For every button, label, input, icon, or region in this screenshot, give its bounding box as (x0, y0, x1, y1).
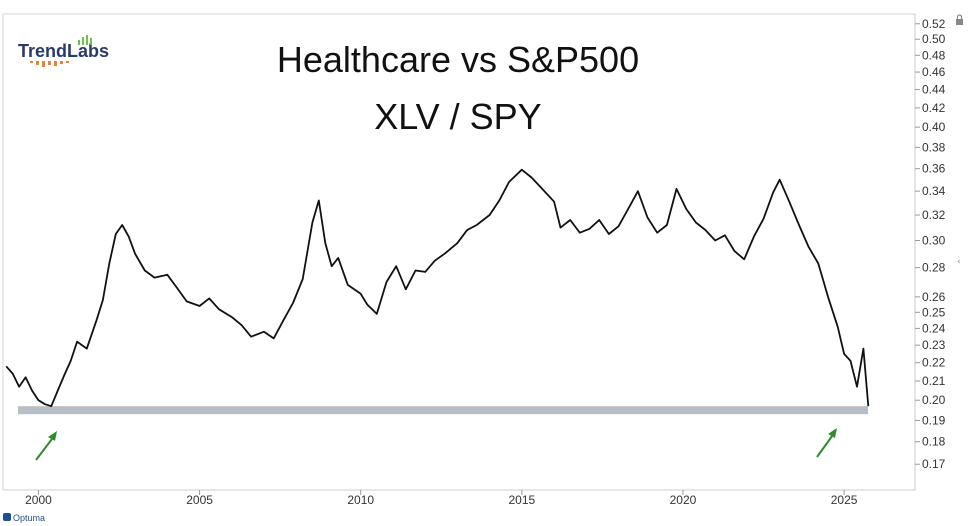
y-tick-label: 0.25 (922, 305, 946, 319)
x-tick-label: 2000 (25, 493, 52, 507)
x-tick-label: 2015 (508, 493, 535, 507)
y-tick-label: 0.50 (922, 32, 946, 46)
y-axis-ticks: 0.520.50 0.48 0.46 0.44 0.42 0.40 0.38 0.36 0.34… (915, 17, 946, 471)
y-tick-label: 0.21 (922, 374, 946, 388)
y-tick-label: 0.23 (922, 338, 946, 352)
y-tick-label: 0.48 (922, 48, 946, 62)
support-band (18, 406, 868, 415)
y-tick-label: 0.32 (922, 208, 946, 222)
y-tick-label: 0.30 (922, 233, 946, 247)
y-tick-label: 0.42 (922, 101, 946, 115)
x-tick-label: 2005 (186, 493, 213, 507)
arrow-left (35, 431, 57, 461)
y-tick-label: 0.17 (922, 457, 946, 471)
lock-icon[interactable] (956, 14, 963, 25)
y-tick-label: 0.52 (922, 17, 946, 31)
y-tick-label: 0.34 (922, 184, 946, 198)
logo-text: TrendLabs (18, 41, 109, 61)
y-tick-label: 0.22 (922, 356, 946, 370)
y-tick-label: 0.44 (922, 83, 946, 97)
xlv-spy-ratio-line (5, 168, 870, 408)
watermark-text: Optuma (13, 513, 45, 523)
y-tick-label: 0.28 (922, 261, 946, 275)
optuma-logo-icon (3, 513, 11, 521)
y-tick-label: 0.38 (922, 140, 946, 154)
y-tick-label: 0.26 (922, 290, 946, 304)
trendlabs-logo: TrendLabs (18, 35, 109, 67)
arrow-right (816, 428, 837, 458)
y-tick-label: 0.18 (922, 435, 946, 449)
x-tick-label: 2025 (831, 493, 858, 507)
x-tick-label: 2010 (347, 493, 374, 507)
plot-frame (2, 13, 916, 491)
y-tick-label: 0.36 (922, 162, 946, 176)
collapse-chevron-icon[interactable]: ‹ (957, 257, 961, 267)
chart-subtitle: XLV / SPY (374, 96, 541, 137)
optuma-watermark: Optuma (3, 513, 45, 523)
y-tick-label: 0.20 (922, 393, 946, 407)
y-tick-label: 0.46 (922, 65, 946, 79)
logo-bars (30, 35, 92, 67)
y-tick-label: 0.24 (922, 321, 946, 335)
y-tick-label: 0.19 (922, 413, 946, 427)
y-tick-label: 0.40 (922, 120, 946, 134)
x-tick-label: 2020 (670, 493, 697, 507)
x-axis-ticks: 2000 2005 2010 2015 2020 2025 (25, 490, 858, 507)
chart-title: Healthcare vs S&P500 (277, 39, 639, 80)
